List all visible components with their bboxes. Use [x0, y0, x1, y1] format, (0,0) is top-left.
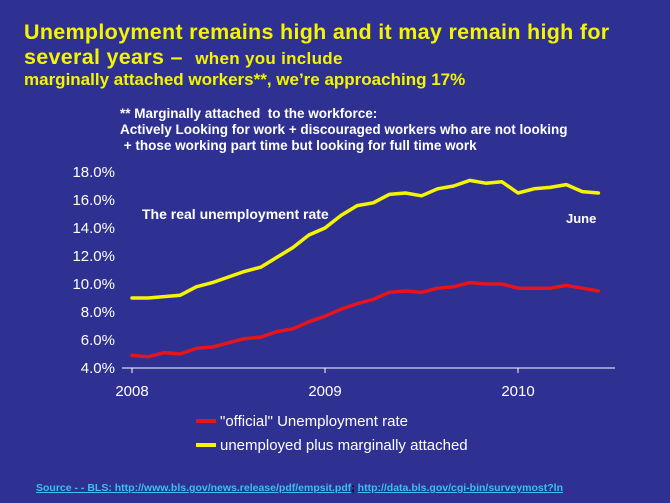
- slide-title: Unemployment remains high and it may rem…: [24, 20, 664, 71]
- y-tick-label: 18.0%: [72, 164, 115, 181]
- y-tick-label: 10.0%: [72, 276, 115, 293]
- legend-label-1: unemployed plus marginally attached: [220, 437, 468, 454]
- annotation-june: June: [566, 211, 596, 226]
- definition-note: ** Marginally attached to the workforce:…: [120, 106, 568, 153]
- x-tick-label: 2008: [115, 383, 148, 400]
- source-link-empsit[interactable]: Source - - BLS: http://www.bls.gov/news.…: [36, 482, 352, 494]
- slide-title-main: Unemployment remains high and it may rem…: [24, 20, 610, 69]
- y-tick-label: 4.0%: [81, 360, 115, 377]
- x-tick-label: 2009: [308, 383, 341, 400]
- series-line-0: [130, 280, 601, 359]
- y-tick-label: 16.0%: [72, 192, 115, 209]
- series-line-1: [130, 178, 601, 300]
- y-tick-label: 12.0%: [72, 248, 115, 265]
- x-tick-label: 2010: [501, 383, 534, 400]
- legend-label-0: "official" Unemployment rate: [220, 413, 408, 430]
- slide-title-tail: when you include: [195, 49, 343, 68]
- y-tick-label: 6.0%: [81, 332, 115, 349]
- annotation-real-rate: The real unemployment rate: [142, 206, 329, 222]
- y-tick-label: 8.0%: [81, 304, 115, 321]
- slide-subtitle: marginally attached workers**, we’re app…: [24, 70, 466, 89]
- source-footer: Source - - BLS: http://www.bls.gov/news.…: [36, 482, 563, 494]
- y-tick-label: 14.0%: [72, 220, 115, 237]
- source-link-surveymost[interactable]: http://data.bls.gov/cgi-bin/surveymost?l…: [357, 482, 564, 494]
- source-separator: ;: [351, 482, 358, 494]
